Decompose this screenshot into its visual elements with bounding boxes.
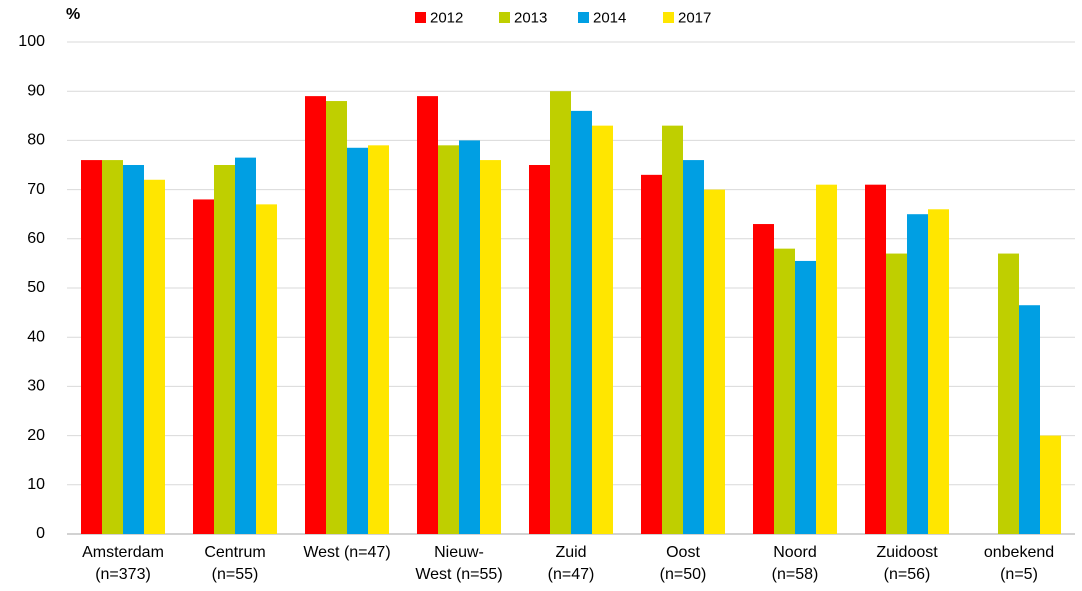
bar xyxy=(753,224,774,535)
bar xyxy=(865,184,886,534)
bar xyxy=(193,199,214,534)
x-tick-label: West (n=55) xyxy=(415,566,502,583)
y-tick-label: 60 xyxy=(27,230,45,247)
bar xyxy=(998,253,1019,534)
x-tick-label: Zuid xyxy=(555,544,586,561)
legend-swatch xyxy=(578,12,589,23)
bar xyxy=(886,253,907,534)
y-tick-label: 80 xyxy=(27,132,45,149)
bar xyxy=(102,160,123,534)
y-tick-label: 50 xyxy=(27,279,45,296)
y-tick-label: 100 xyxy=(18,33,45,50)
bar xyxy=(305,96,326,535)
bar xyxy=(214,165,235,534)
y-axis-label: % xyxy=(66,6,80,23)
bar xyxy=(368,145,389,534)
x-tick-label: Amsterdam xyxy=(82,544,164,561)
bar xyxy=(592,125,613,534)
bar xyxy=(438,145,459,534)
bar xyxy=(256,204,277,535)
bar xyxy=(144,179,165,534)
x-tick-label: (n=56) xyxy=(884,566,931,583)
bar xyxy=(235,157,256,534)
bar xyxy=(683,160,704,534)
y-tick-label: 90 xyxy=(27,82,45,99)
x-tick-label: Centrum xyxy=(204,544,265,561)
y-tick-label: 40 xyxy=(27,328,45,345)
bar xyxy=(1040,435,1061,534)
bar xyxy=(641,174,662,534)
x-tick-label: (n=5) xyxy=(1000,566,1038,583)
legend-swatch xyxy=(663,12,674,23)
bar xyxy=(123,165,144,534)
x-tick-label: (n=373) xyxy=(95,566,151,583)
bar xyxy=(795,260,816,534)
bar xyxy=(662,125,683,534)
bar xyxy=(928,209,949,534)
bar xyxy=(816,184,837,534)
y-tick-label: 70 xyxy=(27,181,45,198)
x-tick-label: Noord xyxy=(773,544,817,561)
legend-swatch xyxy=(499,12,510,23)
bar xyxy=(704,189,725,534)
y-tick-label: 0 xyxy=(36,525,45,542)
x-tick-label: (n=50) xyxy=(660,566,707,583)
bar xyxy=(1019,305,1040,534)
bar xyxy=(529,165,550,534)
bar xyxy=(417,96,438,535)
x-tick-label: Oost xyxy=(666,544,700,561)
bar xyxy=(571,110,592,534)
legend-label: 2013 xyxy=(514,9,547,26)
x-tick-label: (n=58) xyxy=(772,566,819,583)
bar xyxy=(550,91,571,534)
bar xyxy=(459,140,480,534)
bar xyxy=(774,248,795,534)
bar xyxy=(326,101,347,534)
y-tick-label: 30 xyxy=(27,378,45,395)
y-tick-label: 20 xyxy=(27,427,45,444)
x-tick-label: (n=55) xyxy=(212,566,259,583)
legend-label: 2014 xyxy=(593,9,626,26)
legend-swatch xyxy=(415,12,426,23)
bar xyxy=(347,147,368,534)
x-tick-label: West (n=47) xyxy=(303,544,390,561)
y-tick-label: 10 xyxy=(27,476,45,493)
x-tick-label: Nieuw- xyxy=(434,544,484,561)
x-tick-label: onbekend xyxy=(984,544,1054,561)
x-tick-label: Zuidoost xyxy=(876,544,938,561)
legend-label: 2017 xyxy=(678,9,711,26)
bar xyxy=(81,160,102,534)
bar xyxy=(480,160,501,534)
legend-label: 2012 xyxy=(430,9,463,26)
bar xyxy=(907,214,928,534)
x-tick-label: (n=47) xyxy=(548,566,595,583)
